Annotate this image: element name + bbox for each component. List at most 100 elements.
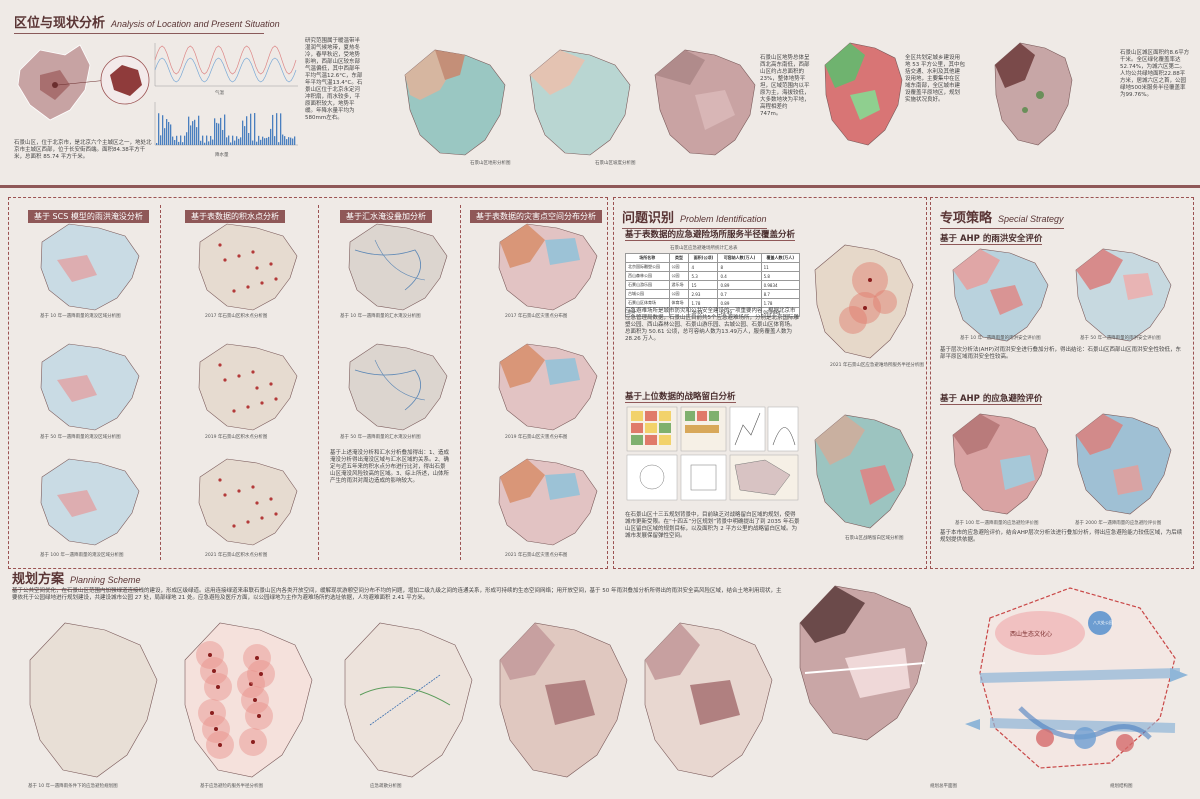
rainfall-bar [212, 139, 214, 145]
rainfall-bar [248, 133, 250, 145]
analysis-map [348, 343, 448, 431]
strategy-text2: 基于本市的应急避险评价，结合AHP层次分析法进行叠加分析，得出应急避险能力较低区… [940, 530, 1183, 543]
table-header-cell: 面积(公顷) [688, 253, 719, 263]
rainfall-bar [242, 120, 244, 145]
structure-label-2: 八大处公园 [1093, 620, 1113, 625]
rainfall-bar [252, 140, 254, 145]
rainfall-bar [162, 115, 164, 145]
col3-cap-1: 基于 10 年一遇降雨量的汇水淹没分析图 [340, 314, 421, 319]
problem-sub1: 基于表数据的应急避险场所服务半径覆盖分析 [625, 230, 796, 241]
planning-title: 规划方案 Planning Scheme [12, 568, 141, 590]
table-row: 古城公园 公园 2.93 0.7 8.7 [625, 289, 801, 299]
ahp-flood-map-2 [1075, 248, 1172, 342]
planning-map [344, 622, 473, 778]
terrain-text: 石景山区地势总体呈西北高东南低，西部山区约占总面积的23%，整体地势平坦，区域范… [760, 55, 810, 117]
table-cell: 石景山游乐园 [625, 280, 670, 290]
strategy-text1: 基于层次分析法(AHP)对雨洪安全进行叠加分析，得出结论：石景山区西部山区雨洪安… [940, 347, 1182, 360]
rainfall-bar [218, 123, 220, 145]
rainfall-bar [188, 116, 190, 145]
analysis-map [40, 223, 140, 311]
location-title-cn: 区位与现状分析 [14, 16, 106, 31]
rainfall-chart [154, 102, 298, 146]
table-cell: 石景山区体育场 [625, 298, 670, 308]
table-cell: 2.93 [688, 289, 719, 299]
rainfall-bar [246, 116, 248, 145]
rainfall-bar [258, 135, 260, 145]
rainfall-bar [270, 128, 272, 145]
rainfall-bar [236, 136, 238, 145]
planning-title-cn: 规划方案 [12, 572, 65, 587]
problem-title-en: Problem Identification [680, 214, 767, 224]
strategy-title-cn: 专项策略 [940, 211, 993, 226]
analysis-map [498, 223, 598, 311]
ahp-flood-cap-2: 基于 50 年一遇降雨量的雨洪安全评价图 [1080, 336, 1161, 341]
table-header-cell: 场所名称 [625, 253, 670, 263]
analysis-map [498, 458, 598, 546]
rainfall-bar [220, 117, 222, 145]
table-header-cell: 覆盖人数(万人) [760, 253, 801, 263]
plan-cap-8: 规划结构图 [1110, 784, 1133, 789]
problem-panel [613, 197, 927, 569]
location-title: 区位与现状分析 Analysis of Location and Present … [14, 12, 280, 34]
rainfall-bar [174, 140, 176, 145]
planning-text: 基于公共空间优化，在石景山区范围内加强绿道连接线的建设，形成区级绿道。运用连接绿… [12, 588, 782, 601]
table-cell: 0.4 [717, 271, 762, 281]
rainfall-bar [288, 137, 290, 145]
rainfall-bar [186, 132, 188, 145]
ahp-shelter-cap-1: 基于 100 年一遇降雨量的应急避险评价图 [955, 521, 1039, 526]
rainfall-bar [254, 113, 256, 145]
table-cell: 28.2634 [760, 307, 801, 317]
table-cell: 古城公园 [625, 289, 670, 299]
planning-map [499, 622, 628, 778]
slope-map [529, 49, 631, 156]
rainfall-bar [176, 135, 178, 145]
table-cell: 公园 [668, 271, 690, 281]
table-cell: 体育场 [668, 298, 690, 308]
analysis-map [198, 343, 298, 431]
table-cell: 西山森林公园 [625, 271, 670, 281]
rainfall-bar [196, 127, 198, 145]
rainfall-bar [224, 114, 226, 145]
ahp-shelter-map-1 [952, 413, 1049, 515]
col1-cap-3: 基于 100 年一遇降雨量的淹没区域分析图 [40, 553, 124, 558]
table-cell: 北京国际雕塑公园 [625, 262, 670, 272]
strategy-sub2: 基于 AHP 的应急避险评价 [940, 394, 1043, 405]
col1-cap-2: 基于 50 年一遇降雨量的淹没区域分析图 [40, 435, 121, 440]
rainfall-bar [268, 136, 270, 145]
rainfall-bar [256, 141, 258, 145]
rainfall-bar [292, 138, 294, 145]
plan-cap-7: 规划总平面图 [930, 784, 957, 789]
rainfall-bar [272, 114, 274, 145]
table-cell: 0.7 [717, 289, 762, 299]
table-header-cell: 类型 [668, 253, 690, 263]
rainfall-bar [194, 119, 196, 145]
shelter-coverage-map [814, 244, 914, 359]
col3-title: 基于汇水淹没叠加分析 [340, 210, 432, 223]
problem-text1: 应急避难场所是城市防灾和公共安全建设的一项重要内容，根据北京市应急管理局数据，石… [625, 308, 800, 342]
table-row: 石景山游乐园 游乐场 15 0.89 0.9834 [625, 280, 801, 290]
rainfall-bar [164, 128, 166, 145]
rainfall-bar [250, 113, 252, 145]
col1-cap-1: 基于 10 年一遇降雨量的淹没区域分析图 [40, 314, 121, 319]
rainfall-bar [192, 121, 194, 145]
col4-cap-2: 2019 年石景山区灾害点分布图 [505, 435, 568, 440]
table-cell: 0.89 [717, 280, 762, 290]
analysis-map [40, 458, 140, 546]
structure-label-1: 西山生态文化心 [1010, 631, 1053, 638]
strategy-sub1: 基于 AHP 的雨洪安全评价 [940, 234, 1043, 245]
plan-cap-3: 应急疏散分析图 [370, 784, 402, 789]
rainfall-bar [282, 134, 284, 145]
green-map [824, 42, 903, 146]
terrain-map [404, 49, 506, 156]
landuse-map [654, 49, 756, 156]
rainfall-bar [222, 129, 224, 145]
table-row: 合计 50.61 13.49 28.2634 [625, 307, 801, 317]
rainfall-bar [260, 139, 262, 145]
col2-cap-3: 2021 年石景山区积水点分析图 [205, 553, 268, 558]
planning-map [799, 585, 928, 741]
strategic-reserve-diagram [626, 406, 799, 501]
strategy-panel [930, 197, 1194, 569]
table-cell: 8 [717, 262, 762, 272]
rainfall-bar [232, 135, 234, 145]
divider-top [0, 185, 1200, 188]
